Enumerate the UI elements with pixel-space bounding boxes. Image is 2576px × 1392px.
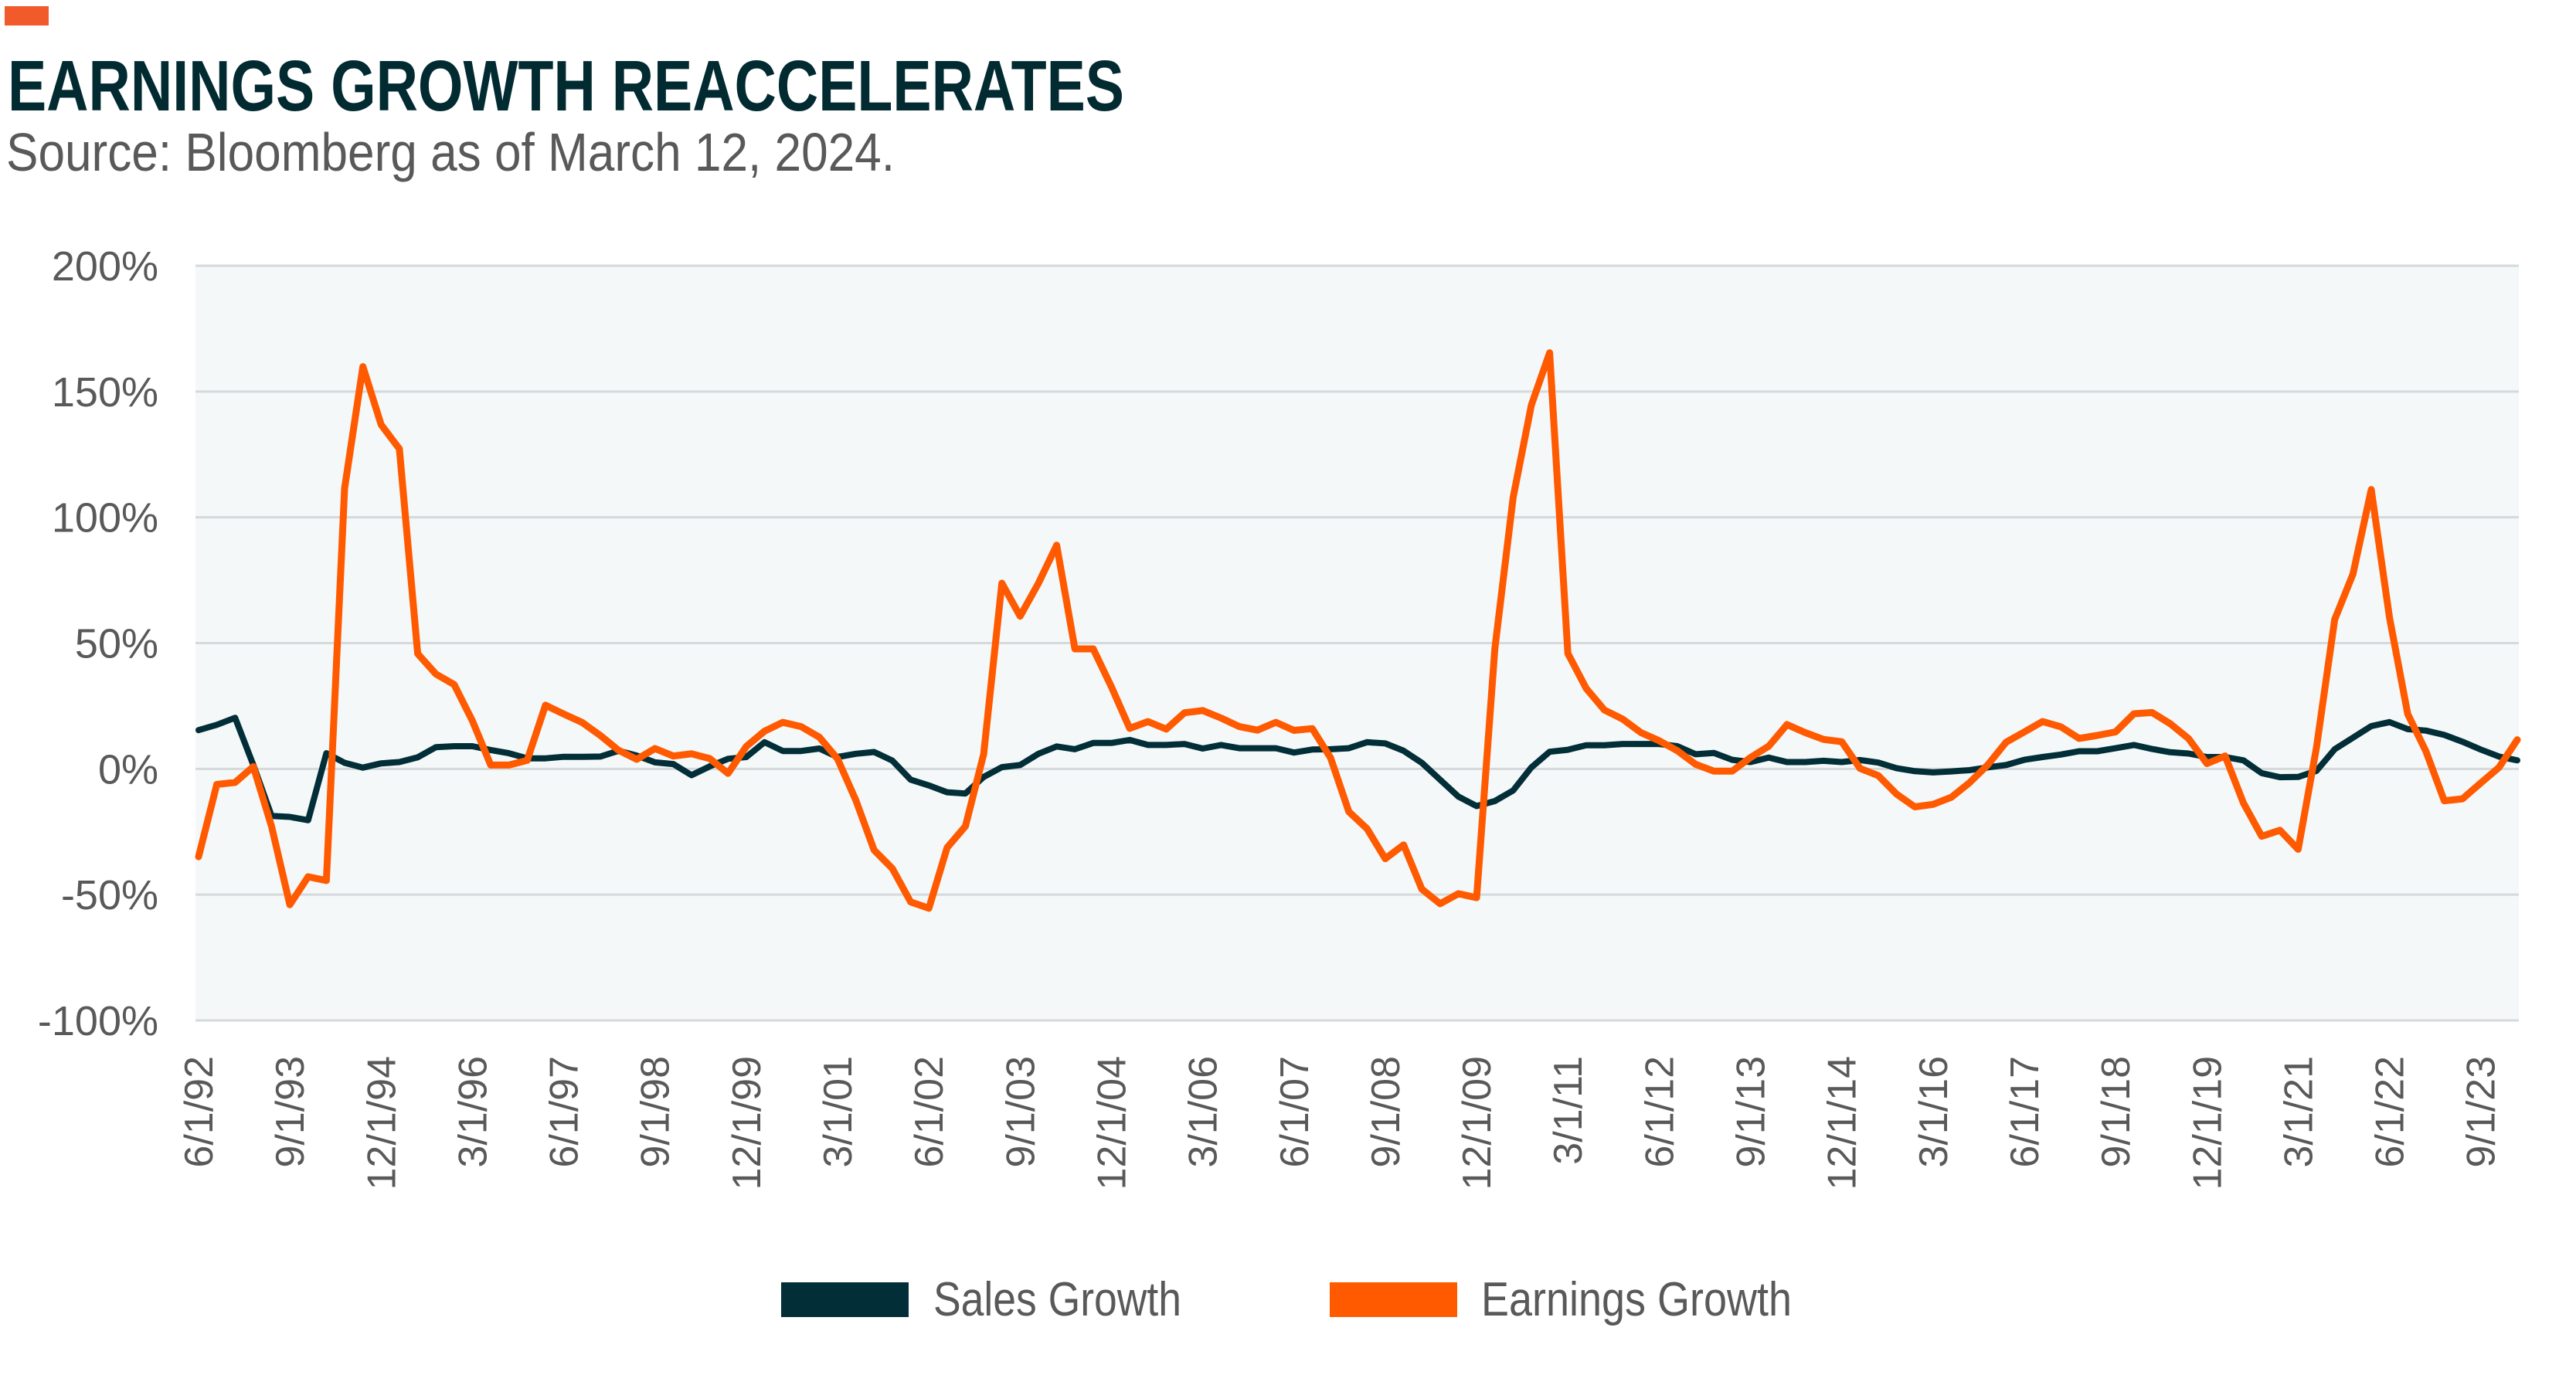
x-tick-label: 3/1/06 (1181, 1056, 1226, 1168)
x-tick-label: 6/1/17 (2003, 1056, 2048, 1168)
x-tick-label: 12/1/99 (725, 1056, 770, 1190)
y-tick-label: -100% (38, 998, 158, 1044)
x-tick-label: 3/1/21 (2276, 1056, 2321, 1168)
x-tick-label: 3/1/16 (1912, 1056, 1956, 1168)
x-tick-label: 9/1/98 (634, 1056, 678, 1168)
legend-swatch-sales (781, 1282, 909, 1317)
x-tick-label: 12/1/14 (1820, 1056, 1865, 1190)
x-tick-label: 6/1/97 (542, 1056, 587, 1168)
y-tick-label: 200% (52, 243, 158, 290)
x-tick-label: 9/1/93 (268, 1056, 313, 1168)
x-tick-label: 3/1/96 (450, 1056, 495, 1168)
x-tick-label: 12/1/19 (2185, 1056, 2230, 1190)
x-tick-label: 6/1/92 (177, 1056, 222, 1168)
x-tick-label: 6/1/22 (2368, 1056, 2413, 1168)
x-tick-label: 6/1/02 (907, 1056, 952, 1168)
x-tick-label: 3/1/01 (816, 1056, 861, 1168)
legend-item-earnings[interactable]: Earnings Growth (1330, 1273, 1792, 1326)
x-tick-label: 12/1/04 (1089, 1056, 1134, 1190)
legend-label-sales: Sales Growth (933, 1273, 1181, 1326)
accent-bar (5, 6, 49, 25)
legend-label-earnings: Earnings Growth (1481, 1273, 1792, 1326)
x-tick-label: 12/1/09 (1455, 1056, 1500, 1190)
y-tick-label: 50% (75, 621, 158, 667)
x-tick-label: 6/1/12 (1637, 1056, 1682, 1168)
chart-subtitle: Source: Bloomberg as of March 12, 2024. (6, 122, 895, 182)
x-axis: 6/1/92 9/1/93 12/1/94 3/1/96 6/1/97 9/1/98 12/… (177, 1056, 2504, 1190)
y-tick-label: -50% (61, 872, 158, 918)
x-tick-label: 9/1/18 (2094, 1056, 2139, 1168)
y-tick-label: 150% (52, 369, 158, 416)
x-tick-label: 6/1/07 (1273, 1056, 1317, 1168)
x-tick-label: 12/1/94 (359, 1056, 404, 1190)
x-tick-label: 9/1/13 (1729, 1056, 1774, 1168)
chart-title: EARNINGS GROWTH REACCELERATES (8, 46, 1124, 126)
legend-item-sales[interactable]: Sales Growth (781, 1273, 1181, 1326)
x-tick-label: 9/1/08 (1364, 1056, 1409, 1168)
x-tick-label: 9/1/23 (2459, 1056, 2504, 1168)
y-axis: 200% 150% 100% 50% 0% -50% -100% (38, 243, 158, 1044)
legend-swatch-earnings (1330, 1282, 1457, 1317)
x-tick-label: 9/1/03 (998, 1056, 1043, 1168)
y-tick-label: 0% (98, 746, 158, 793)
y-tick-label: 100% (52, 495, 158, 542)
x-tick-label: 3/1/11 (1546, 1056, 1591, 1165)
legend: Sales Growth Earnings Growth (781, 1273, 1792, 1326)
